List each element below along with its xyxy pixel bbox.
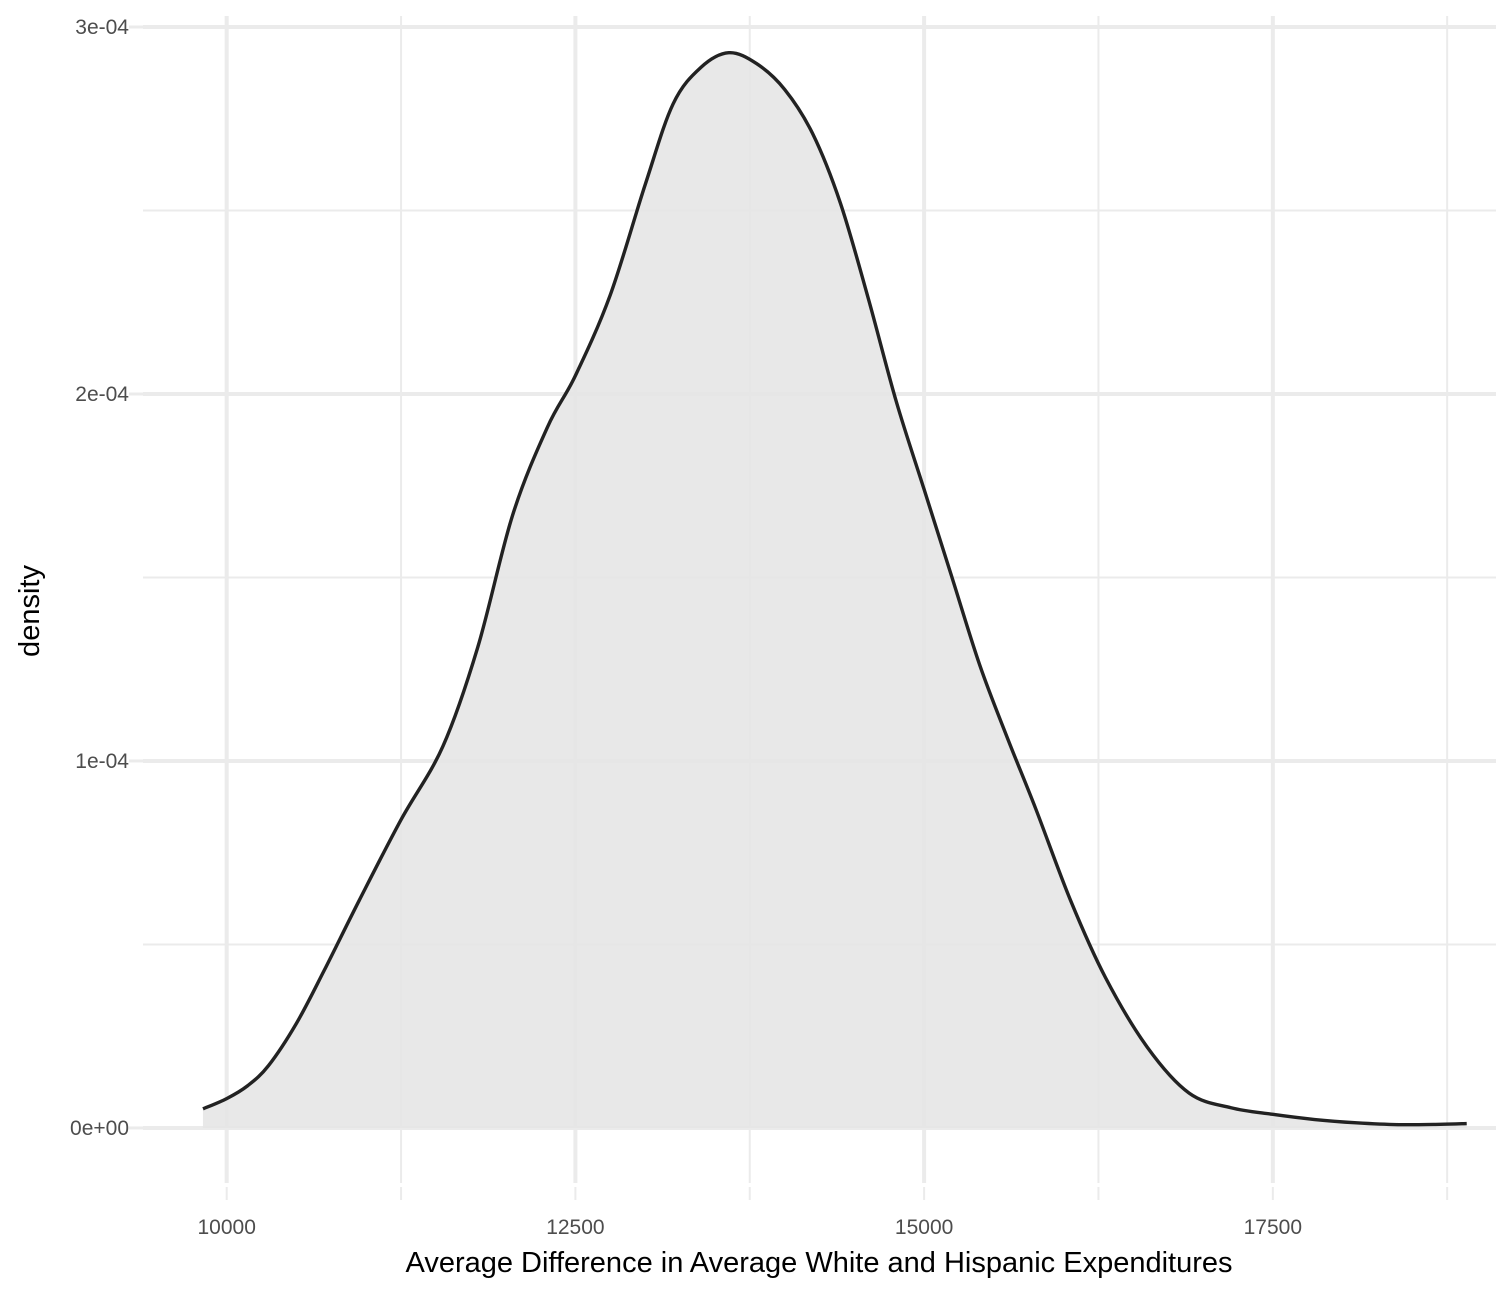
x-axis-tick-labels: 10000 12500 15000 17500 bbox=[197, 1216, 1302, 1239]
x-tick-label: 12500 bbox=[546, 1216, 604, 1239]
x-tick-label: 10000 bbox=[197, 1216, 255, 1239]
y-tick-label: 0e+00 bbox=[70, 1117, 129, 1140]
x-tick-label: 15000 bbox=[895, 1216, 953, 1239]
x-tick-label: 17500 bbox=[1244, 1216, 1302, 1239]
x-axis-title: Average Difference in Average White and … bbox=[406, 1247, 1233, 1279]
density-curve bbox=[202, 50, 1467, 1127]
y-axis-tick-labels: 0e+00 1e-04 2e-04 3e-04 bbox=[70, 16, 129, 1140]
y-axis-ticks bbox=[129, 25, 143, 1130]
y-tick-label: 2e-04 bbox=[75, 383, 129, 406]
y-tick-label: 3e-04 bbox=[75, 16, 129, 39]
density-area bbox=[202, 52, 1467, 1128]
x-axis-ticks bbox=[225, 1187, 1449, 1200]
y-axis-title: density bbox=[14, 565, 46, 657]
y-tick-label: 1e-04 bbox=[75, 750, 129, 773]
